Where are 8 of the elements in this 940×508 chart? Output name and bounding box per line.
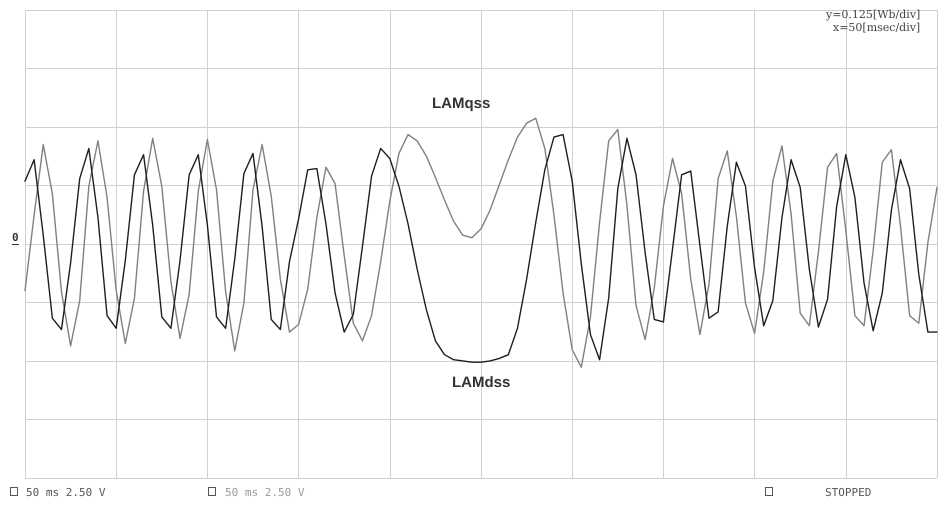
text: 50 ms 2.50 V	[26, 486, 106, 498]
series-label: LAMdss	[452, 374, 510, 392]
text: STOPPED	[825, 486, 872, 498]
text: y=0.125[Wb/div]	[826, 8, 920, 21]
text: x=50[msec/div]	[833, 21, 920, 34]
text: 0	[12, 231, 19, 245]
text: 50 ms 2.50 V	[225, 486, 304, 498]
text: LAMqss	[432, 95, 490, 112]
